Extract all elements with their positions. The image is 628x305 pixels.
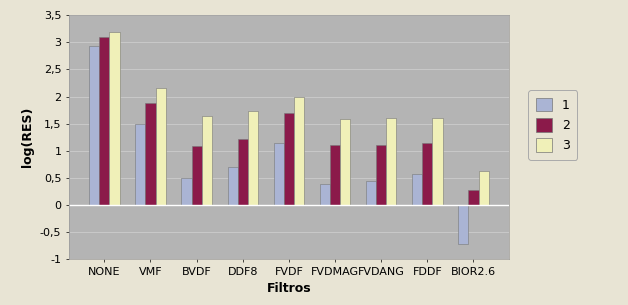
Bar: [135, 124, 145, 205]
X-axis label: Filtros: Filtros: [266, 282, 311, 296]
Bar: [274, 143, 284, 205]
Bar: [468, 190, 479, 205]
Bar: [99, 37, 109, 205]
Bar: [386, 118, 396, 205]
Legend: 1, 2, 3: 1, 2, 3: [528, 90, 577, 160]
Bar: [156, 88, 166, 205]
Bar: [284, 113, 294, 205]
Bar: [412, 174, 422, 205]
Bar: [458, 205, 468, 244]
Bar: [227, 167, 237, 205]
Bar: [320, 185, 330, 205]
Bar: [192, 146, 202, 205]
Bar: [145, 103, 156, 205]
Bar: [294, 97, 304, 205]
Bar: [181, 178, 192, 205]
Bar: [433, 118, 443, 205]
Bar: [202, 116, 212, 205]
Bar: [366, 181, 376, 205]
Y-axis label: log(RES): log(RES): [21, 107, 35, 167]
Bar: [109, 31, 119, 205]
Bar: [89, 46, 99, 205]
Bar: [248, 111, 258, 205]
Bar: [330, 145, 340, 205]
Bar: [422, 143, 433, 205]
Bar: [376, 145, 386, 205]
Bar: [237, 139, 248, 205]
Bar: [340, 119, 350, 205]
Bar: [479, 171, 489, 205]
